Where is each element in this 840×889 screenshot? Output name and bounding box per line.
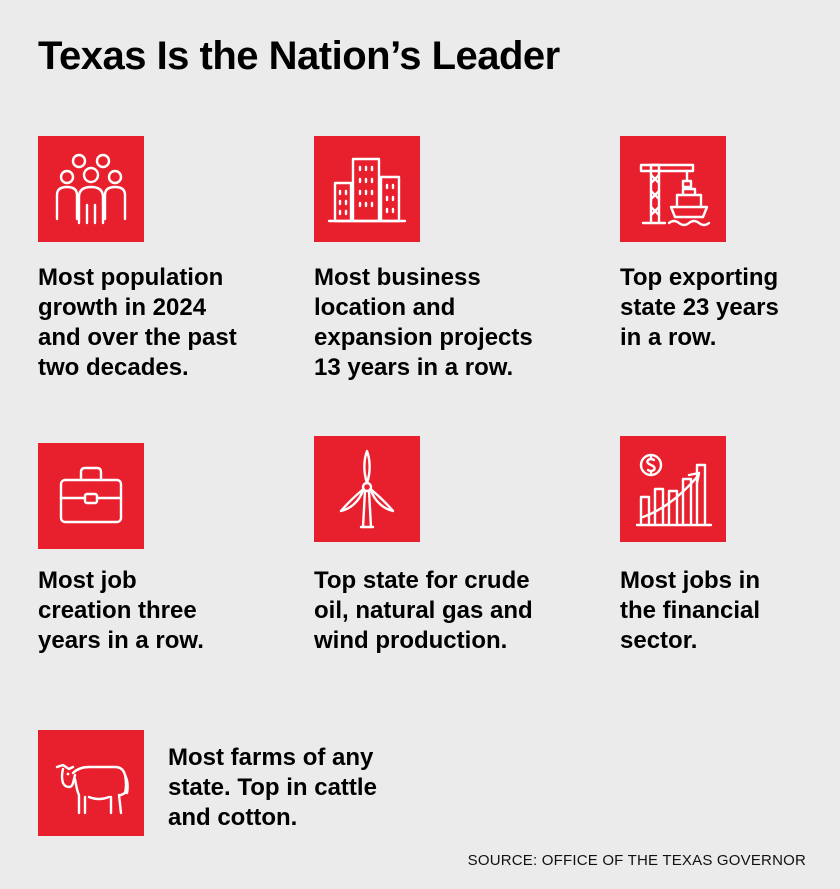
stat-business	[314, 136, 420, 242]
stat-energy	[314, 436, 420, 542]
stat-job-creation	[38, 443, 144, 549]
caption-line: 13 years in a row.	[314, 354, 514, 381]
wind-turbine-icon	[314, 436, 420, 542]
caption-line: two decades.	[38, 354, 189, 381]
caption-line: and over the past	[38, 324, 237, 351]
stat-energy-caption: Top state for crude oil, natural gas and…	[314, 566, 533, 656]
stat-exporting	[620, 136, 726, 242]
caption-line: Most population	[38, 264, 224, 291]
caption-line: Most business	[314, 264, 481, 291]
caption-line: state. Top in cattle	[168, 774, 377, 801]
page-title: Texas Is the Nation’s Leader	[38, 34, 560, 78]
source-note: SOURCE: OFFICE OF THE TEXAS GOVERNOR	[467, 852, 806, 869]
caption-line: and cotton.	[168, 804, 298, 831]
caption-line: wind production.	[314, 627, 508, 654]
caption-line: Top exporting	[620, 264, 779, 291]
caption-line: Top state for crude	[314, 567, 530, 594]
port-crane-ship-icon	[620, 136, 726, 242]
caption-line: Most farms of any	[168, 744, 374, 771]
cow-icon	[38, 730, 144, 836]
stat-job-creation-caption: Most job creation three years in a row.	[38, 566, 204, 656]
stat-business-caption: Most business location and expansion pro…	[314, 263, 533, 383]
stat-farms-caption: Most farms of any state. Top in cattle a…	[168, 743, 377, 833]
stat-population	[38, 136, 144, 242]
stat-exporting-caption: Top exporting state 23 years in a row.	[620, 263, 779, 353]
office-buildings-icon	[314, 136, 420, 242]
caption-line: in a row.	[620, 324, 717, 351]
caption-line: Most job	[38, 567, 137, 594]
caption-line: expansion projects	[314, 324, 533, 351]
stat-financial-caption: Most jobs in the financial sector.	[620, 566, 760, 656]
stat-population-caption: Most population growth in 2024 and over …	[38, 263, 237, 383]
people-group-icon	[38, 136, 144, 242]
caption-line: the financial	[620, 597, 761, 624]
caption-line: growth in 2024	[38, 294, 207, 321]
caption-line: oil, natural gas and	[314, 597, 533, 624]
financial-growth-chart-icon	[620, 436, 726, 542]
caption-line: location and	[314, 294, 456, 321]
caption-line: state 23 years	[620, 294, 779, 321]
stat-financial	[620, 436, 726, 542]
caption-line: creation three	[38, 597, 197, 624]
caption-line: sector.	[620, 627, 698, 654]
caption-line: Most jobs in	[620, 567, 760, 594]
briefcase-icon	[38, 443, 144, 549]
caption-line: years in a row.	[38, 627, 204, 654]
stat-farms	[38, 730, 144, 836]
